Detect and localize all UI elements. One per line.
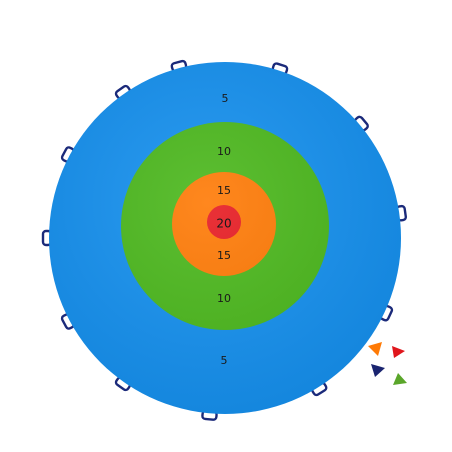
score-label-middle-top: 10 [217, 145, 231, 158]
red-beanbag [392, 346, 405, 358]
score-label-inner-bottom: 15 [217, 249, 231, 262]
score-label-bullseye: 20 [216, 217, 231, 231]
fabric-sheen [49, 62, 401, 414]
navy-beanbag [371, 364, 385, 377]
orange-beanbag [368, 342, 382, 356]
score-label-outer-top: 5 [222, 92, 229, 105]
score-label-inner-top: 15 [217, 184, 231, 197]
green-beanbag [393, 373, 407, 385]
score-label-outer-bottom: 5 [221, 354, 228, 367]
score-label-middle-bottom: 10 [217, 292, 231, 305]
